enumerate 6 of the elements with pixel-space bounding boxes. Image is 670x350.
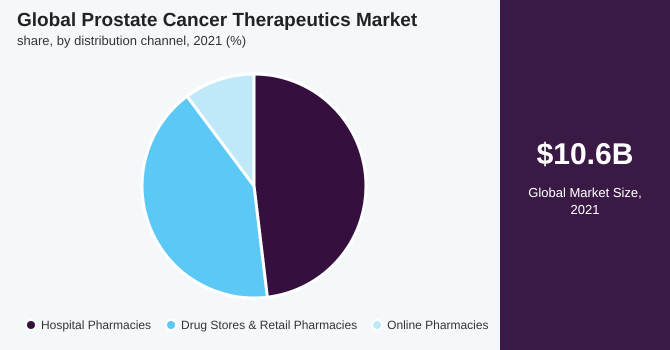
chart-title: Global Prostate Cancer Therapeutics Market bbox=[17, 10, 418, 31]
side-panel: $10.6B Global Market Size, 2021 bbox=[500, 0, 670, 350]
legend-label: Hospital Pharmacies bbox=[41, 318, 152, 332]
chart-subtitle: share, by distribution channel, 2021 (%) bbox=[17, 33, 246, 48]
legend-label: Online Pharmacies bbox=[387, 318, 489, 332]
legend-label: Drug Stores & Retail Pharmacies bbox=[181, 318, 358, 332]
